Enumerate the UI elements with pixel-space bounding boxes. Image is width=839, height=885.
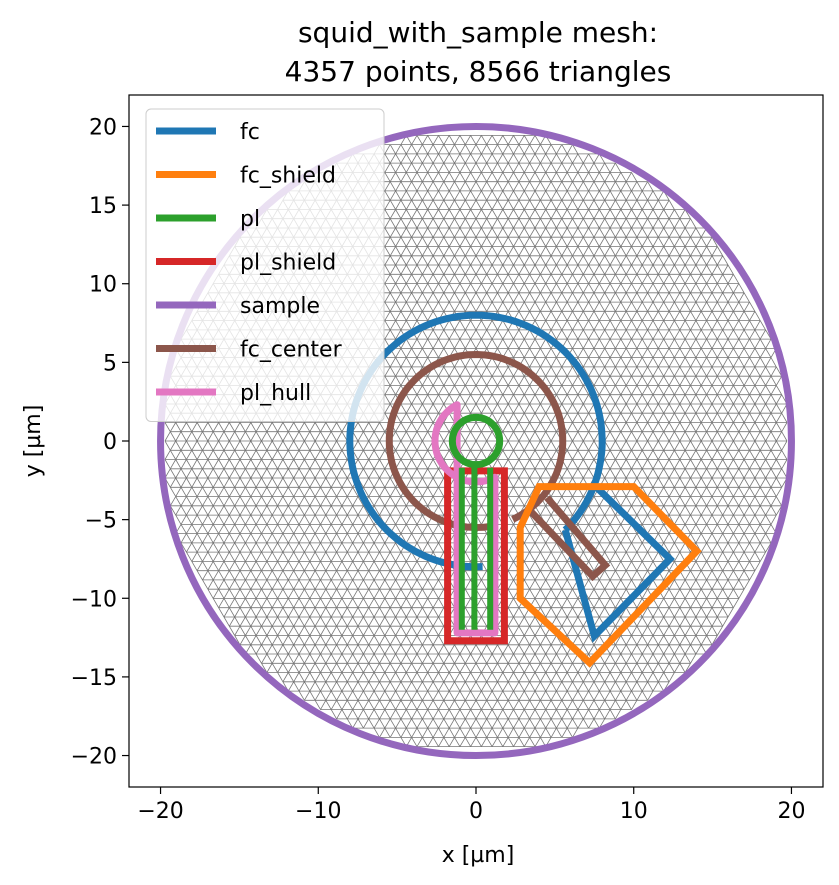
series-pl-shield bbox=[444, 467, 508, 645]
x-tick-label: −20 bbox=[137, 799, 183, 824]
legend-label-fc-center: fc_center bbox=[240, 338, 343, 363]
y-tick-label: 10 bbox=[89, 273, 117, 298]
series-fc-center-arc bbox=[385, 350, 567, 532]
y-tick-label: −5 bbox=[85, 509, 117, 534]
legend-label-pl-hull: pl_hull bbox=[240, 381, 311, 406]
chart-title-line-1: squid_with_sample mesh: bbox=[298, 16, 658, 49]
x-axis-label: x [µm] bbox=[442, 843, 515, 868]
y-tick-label: 15 bbox=[89, 194, 117, 219]
x-tick-label: 10 bbox=[620, 799, 648, 824]
legend-label-pl-shield: pl_shield bbox=[240, 251, 336, 276]
y-tick-label: 5 bbox=[103, 351, 117, 376]
series-pl-loop bbox=[448, 413, 504, 469]
x-axis: −20 −10 0 10 20 bbox=[137, 787, 805, 824]
legend-label-pl: pl bbox=[240, 207, 260, 232]
y-tick-label: −20 bbox=[71, 745, 117, 770]
legend-label-fc: fc bbox=[240, 120, 260, 145]
x-tick-label: 20 bbox=[777, 799, 805, 824]
series-layer bbox=[157, 122, 795, 760]
series-fc-shield bbox=[516, 483, 702, 668]
y-axis-label: y [µm] bbox=[21, 405, 46, 478]
y-axis: −20 −15 −10 −5 0 5 10 15 20 bbox=[71, 115, 129, 770]
series-fc-center-tail bbox=[525, 495, 611, 582]
series-fc-tail bbox=[561, 484, 675, 643]
legend-label-fc-shield: fc_shield bbox=[240, 164, 336, 189]
x-tick-label: 0 bbox=[469, 799, 483, 824]
y-tick-label: −15 bbox=[71, 666, 117, 691]
legend-box bbox=[145, 108, 385, 422]
y-tick-label: 0 bbox=[103, 430, 117, 455]
x-tick-label: −10 bbox=[295, 799, 341, 824]
chart-title-line-2: 4357 points, 8566 triangles bbox=[285, 55, 672, 88]
y-tick-label: −10 bbox=[71, 587, 117, 612]
y-tick-label: 20 bbox=[89, 115, 117, 140]
series-fc-arc bbox=[346, 311, 606, 571]
legend-label-sample: sample bbox=[240, 294, 320, 319]
series-sample bbox=[157, 122, 795, 760]
